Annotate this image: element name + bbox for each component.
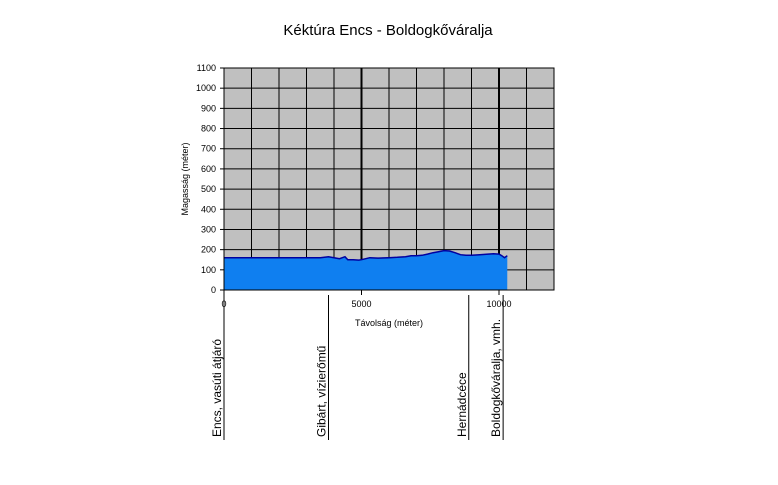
plot-border xyxy=(223,67,555,291)
elevation-line xyxy=(224,249,508,261)
x-tick-label: 10000 xyxy=(486,299,511,309)
y-tick-label: 500 xyxy=(201,184,216,194)
elevation-area xyxy=(224,250,508,290)
y-tick-label: 600 xyxy=(201,164,216,174)
y-tick-label: 0 xyxy=(211,285,216,295)
waypoint-label: Boldogkőváralja, vmh. xyxy=(489,319,503,437)
y-tick-label: 1000 xyxy=(196,83,216,93)
y-tick-label: 700 xyxy=(201,144,216,154)
y-tick-label: 300 xyxy=(201,224,216,234)
y-tick-labels: 0 100 200 300 400 500 600 700 800 900 1000 1100 xyxy=(196,63,216,295)
waypoints: Encs, vasúti átjáró Gibárt, vízierőmű Hern… xyxy=(210,295,504,440)
waypoint-label: Gibárt, vízierőmű xyxy=(315,345,329,437)
y-tick-label: 100 xyxy=(201,265,216,275)
y-tick-label: 800 xyxy=(201,124,216,134)
waypoint-label: Hernádcéce xyxy=(455,372,469,437)
axes xyxy=(220,67,555,295)
y-tick-label: 900 xyxy=(201,103,216,113)
waypoint-label: Encs, vasúti átjáró xyxy=(210,339,224,437)
x-tick-label: 5000 xyxy=(351,299,371,309)
y-tick-label: 400 xyxy=(201,204,216,214)
y-axis-label: Magasság (méter) xyxy=(180,142,190,215)
chart-title: Kéktúra Encs - Boldogkőváralja xyxy=(283,22,493,39)
y-tick-label: 1100 xyxy=(197,63,216,73)
y-tick-label: 200 xyxy=(201,245,216,255)
x-axis-label: Távolság (méter) xyxy=(355,318,423,328)
